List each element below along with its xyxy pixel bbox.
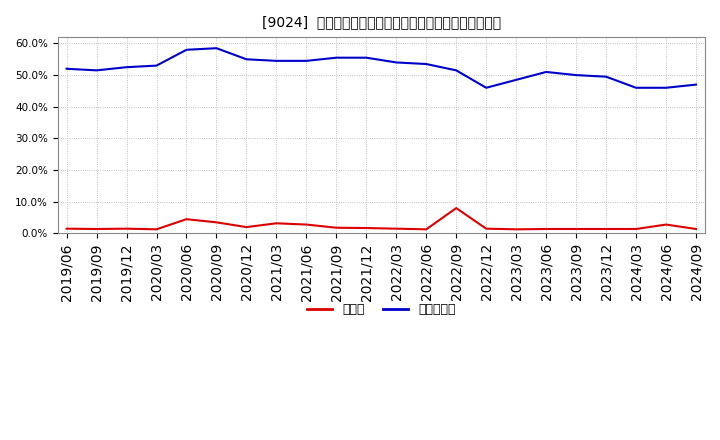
Legend: 現预金, 有利子負債: 現预金, 有利子負債 — [302, 298, 461, 321]
Title: [9024]  現预金、有利子負債の総資産に対する比率の推移: [9024] 現预金、有利子負債の総資産に対する比率の推移 — [262, 15, 501, 29]
